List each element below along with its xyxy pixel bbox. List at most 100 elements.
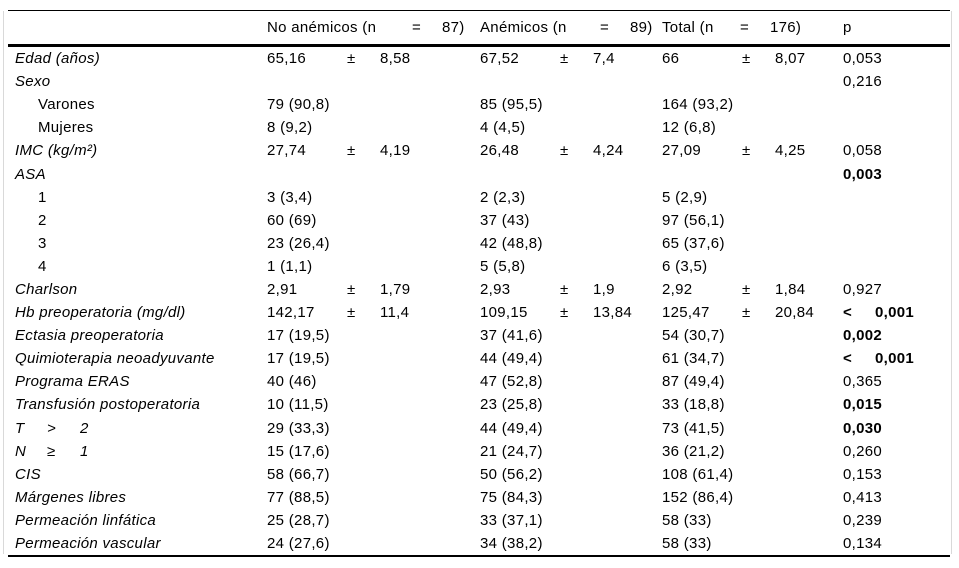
row-label-operator: ≥ <box>47 442 56 460</box>
count-percent-value: 24 (27,6) <box>267 535 330 553</box>
value-cell: 58 (33) <box>655 532 836 555</box>
row-label-text: Charlson <box>15 280 78 298</box>
p-value-cell <box>836 93 950 116</box>
count-percent-value: 1 (1,1) <box>267 257 313 275</box>
p-value-cell: 0,030 <box>836 417 950 440</box>
row-label-text: 1 <box>38 188 47 206</box>
value-cell: 5 (2,9) <box>655 186 836 209</box>
sd-value: 8,58 <box>380 50 411 68</box>
p-value: 0,927 <box>843 280 883 298</box>
mean-value: 27,09 <box>662 142 702 160</box>
plus-minus-sign: ± <box>742 50 751 68</box>
p-value-cell <box>836 186 950 209</box>
less-than-sign: < <box>843 350 853 368</box>
header-cell-group: Anémicos (n = 89) <box>473 11 655 44</box>
row-label-text: CIS <box>15 465 41 483</box>
plus-minus-sign: ± <box>742 304 751 322</box>
value-cell: 50 (56,2) <box>473 463 655 486</box>
mean-value: 125,47 <box>662 304 710 322</box>
row-label-text: Márgenes libres <box>15 488 127 506</box>
value-cell: 109,15 ±13,84 <box>473 301 655 324</box>
sd-value: 1,9 <box>593 280 615 298</box>
value-cell: 23 (25,8) <box>473 393 655 416</box>
count-percent-value: 33 (37,1) <box>480 511 543 529</box>
table-row: ASA 0,003 <box>8 162 950 185</box>
p-value-cell: 0,002 <box>836 324 950 347</box>
value-cell: 5 (5,8) <box>473 255 655 278</box>
count-percent-value: 12 (6,8) <box>662 119 717 137</box>
sd-value: 4,19 <box>380 142 411 160</box>
value-cell: 58 (33) <box>655 509 836 532</box>
value-cell: 1 (1,1) <box>260 255 473 278</box>
header-n-count: 176) <box>770 19 802 36</box>
p-value: 0,053 <box>843 50 883 68</box>
count-percent-value: 85 (95,5) <box>480 96 543 114</box>
value-cell: 44 (49,4) <box>473 417 655 440</box>
row-label: Programa ERAS <box>8 370 260 393</box>
p-value-cell: 0,058 <box>836 139 950 162</box>
row-label: Edad (años) <box>8 47 260 70</box>
p-value-cell: 0,239 <box>836 509 950 532</box>
plus-minus-sign: ± <box>560 50 569 68</box>
header-n-count: 87) <box>442 19 465 36</box>
less-than-sign: < <box>843 304 853 322</box>
header-group-text: Total (n <box>662 19 714 36</box>
table-row: Edad (años) 65,16 ±8,58 67,52 ±7,4 66 ±8,07 0,0… <box>8 47 950 70</box>
value-cell: 77 (88,5) <box>260 486 473 509</box>
row-label-symbol-right: 2 <box>80 419 89 437</box>
count-percent-value: 87 (49,4) <box>662 373 725 391</box>
count-percent-value: 4 (4,5) <box>480 119 526 137</box>
value-cell: 34 (38,2) <box>473 532 655 555</box>
value-cell: 2 (2,3) <box>473 186 655 209</box>
count-percent-value: 17 (19,5) <box>267 327 330 345</box>
value-cell: 142,17 ±11,4 <box>260 301 473 324</box>
row-label: Hb preoperatoria (mg/dl) <box>8 301 260 324</box>
row-label: Ectasia preoperatoria <box>8 324 260 347</box>
plus-minus-sign: ± <box>347 280 356 298</box>
count-percent-value: 152 (86,4) <box>662 488 734 506</box>
count-percent-value: 17 (19,5) <box>267 350 330 368</box>
value-cell: 25 (28,7) <box>260 509 473 532</box>
count-percent-value: 34 (38,2) <box>480 535 543 553</box>
value-cell: 2,92 ±1,84 <box>655 278 836 301</box>
value-cell <box>473 70 655 93</box>
row-label-text: Ectasia preoperatoria <box>15 327 164 345</box>
count-percent-value: 97 (56,1) <box>662 211 725 229</box>
plus-minus-sign: ± <box>560 304 569 322</box>
count-percent-value: 21 (24,7) <box>480 442 543 460</box>
p-value: 0,260 <box>843 442 883 460</box>
plus-minus-sign: ± <box>560 142 569 160</box>
header-n-count: 89) <box>630 19 653 36</box>
count-percent-value: 47 (52,8) <box>480 373 543 391</box>
mean-value: 65,16 <box>267 50 307 68</box>
table-row: Permeación vascular 24 (27,6) 34 (38,2) 58 … <box>8 532 950 555</box>
value-cell: 33 (18,8) <box>655 393 836 416</box>
p-value: 0,365 <box>843 373 883 391</box>
value-cell: 29 (33,3) <box>260 417 473 440</box>
value-cell <box>655 70 836 93</box>
row-label: ASA <box>8 162 260 185</box>
value-cell: 6 (3,5) <box>655 255 836 278</box>
row-label-text: Varones <box>38 96 95 114</box>
value-cell: 17 (19,5) <box>260 324 473 347</box>
plus-minus-sign: ± <box>560 280 569 298</box>
count-percent-value: 36 (21,2) <box>662 442 725 460</box>
p-value-cell: <0,001 <box>836 347 950 370</box>
row-label-text: Permeación vascular <box>15 535 161 553</box>
count-percent-value: 60 (69) <box>267 211 317 229</box>
mean-value: 2,92 <box>662 280 693 298</box>
row-label-text: IMC (kg/m²) <box>15 142 98 160</box>
count-percent-value: 42 (48,8) <box>480 234 543 252</box>
value-cell: 17 (19,5) <box>260 347 473 370</box>
count-percent-value: 54 (30,7) <box>662 327 725 345</box>
value-cell <box>473 162 655 185</box>
count-percent-value: 108 (61,4) <box>662 465 734 483</box>
sd-value: 4,25 <box>775 142 806 160</box>
count-percent-value: 58 (33) <box>662 511 712 529</box>
row-label-symbol-left: N <box>15 442 27 460</box>
p-value-cell: <0,001 <box>836 301 950 324</box>
value-cell: 61 (34,7) <box>655 347 836 370</box>
header-cell-group: Total (n = 176) <box>655 11 836 44</box>
p-value-cell <box>836 255 950 278</box>
count-percent-value: 10 (11,5) <box>267 396 329 414</box>
